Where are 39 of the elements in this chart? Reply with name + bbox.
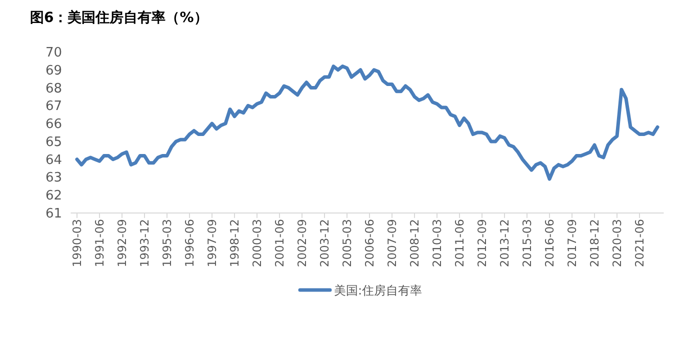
x-tick-label: 2016-06 — [542, 219, 556, 268]
x-tick-label: 2010-03 — [430, 219, 444, 268]
x-tick-label: 2018-12 — [588, 219, 602, 268]
y-tick-label: 65 — [45, 134, 62, 150]
line-series — [75, 64, 660, 181]
y-tick-label: 63 — [45, 170, 62, 186]
x-tick-label: 2015-03 — [520, 219, 534, 268]
x-tick-label: 2005-03 — [340, 219, 354, 268]
y-tick-label: 66 — [45, 117, 62, 132]
x-tick-label: 1998-12 — [228, 219, 242, 268]
x-tick-label: 2011-06 — [452, 219, 466, 268]
x-tick-label: 2008-12 — [408, 219, 422, 268]
x-tick-label: 1997-09 — [205, 219, 219, 268]
x-tick-label: 1992-09 — [115, 219, 129, 268]
legend-label: 美国:住房自有率 — [334, 284, 422, 298]
x-tick-label: 2020-03 — [610, 219, 624, 268]
x-tick-label: 1993-12 — [138, 219, 152, 268]
y-tick-label: 68 — [45, 81, 62, 96]
x-tick-label: 2000-03 — [250, 219, 264, 268]
x-tick-label: 2002-09 — [295, 219, 309, 268]
x-tick-label: 2017-09 — [565, 219, 579, 268]
y-tick-label: 69 — [45, 63, 62, 78]
x-tick-label: 2003-12 — [318, 219, 332, 268]
x-tick-label: 1995-03 — [160, 219, 174, 268]
x-tick-label: 2006-06 — [362, 219, 376, 268]
x-tick-label: 2007-09 — [385, 219, 399, 268]
y-tick-label: 64 — [45, 152, 62, 168]
y-tick-label: 67 — [45, 99, 62, 114]
x-tick-label: 2001-06 — [272, 219, 286, 268]
chart-title: 图6：美国住房自有率（%） — [30, 9, 208, 26]
x-tick-label: 1990-03 — [70, 219, 84, 268]
x-tick-label: 1996-06 — [182, 219, 196, 268]
y-tick-label: 70 — [45, 46, 62, 60]
y-tick-label: 61 — [45, 206, 62, 222]
x-tick-label: 2012-09 — [475, 219, 489, 268]
y-tick-label: 62 — [45, 188, 62, 204]
x-tick-label: 1991-06 — [92, 219, 106, 268]
x-tick-label: 2013-12 — [498, 219, 512, 268]
x-tick-label: 2021-06 — [632, 219, 646, 268]
